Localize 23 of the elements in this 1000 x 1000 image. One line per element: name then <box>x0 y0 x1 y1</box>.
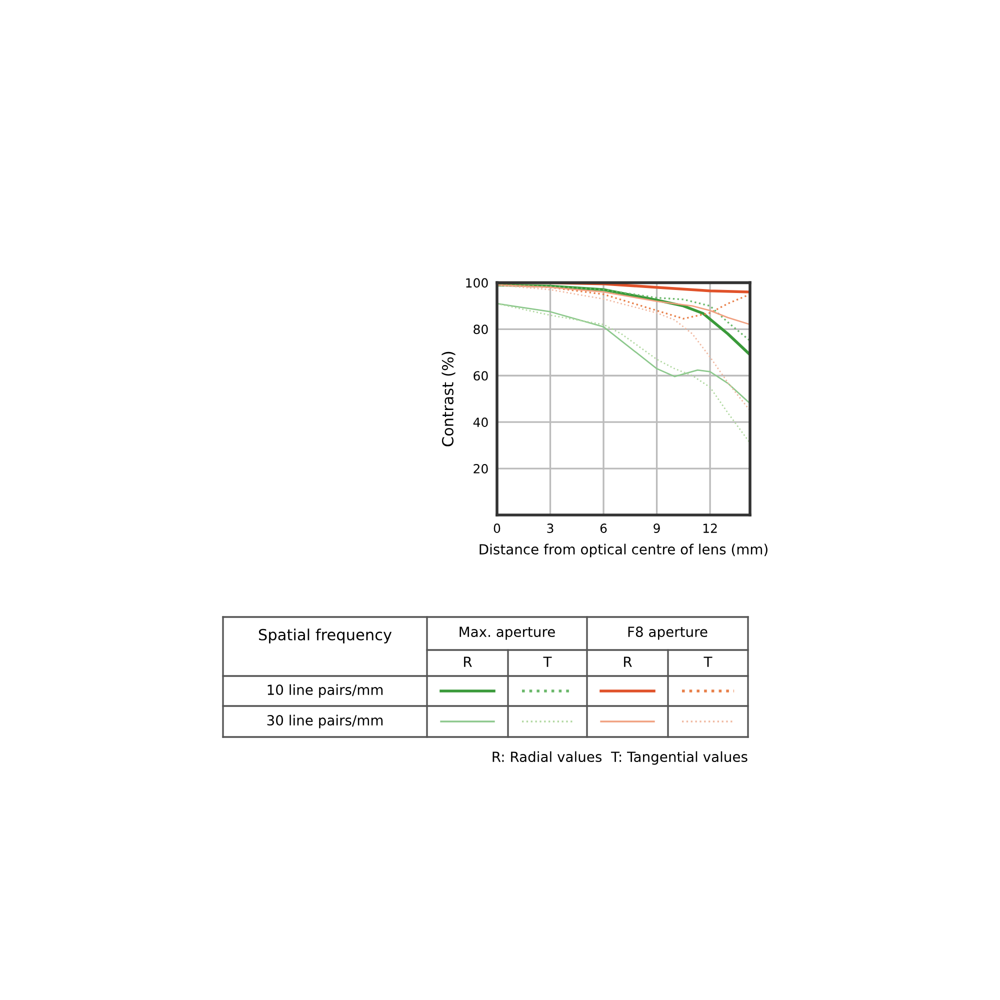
text: T <box>543 656 552 667</box>
text: F8 aperture <box>628 626 708 640</box>
line-series <box>497 302 750 404</box>
x-tick-label: 6 <box>600 524 607 534</box>
y-tick-label: 60 <box>474 371 488 381</box>
x-tick-label: 3 <box>547 524 554 534</box>
x-tick-label: 0 <box>494 524 500 534</box>
y-tick-label: 20 <box>474 464 488 474</box>
text: R: Radial values T: Tangential values <box>492 751 748 765</box>
text: R <box>624 656 632 667</box>
text: 10 line pairs/mm <box>268 684 383 698</box>
x-axis-title: Distance from optical centre of lens (mm) <box>480 544 768 558</box>
y-axis-title: Contrast (%) <box>442 352 456 446</box>
text: T <box>704 656 712 667</box>
text: Spatial frequency <box>258 628 392 644</box>
text: R <box>464 656 472 667</box>
y-tick-label: 100 <box>466 278 488 288</box>
text: 30 line pairs/mm <box>267 714 383 728</box>
text: Max. aperture <box>460 626 555 640</box>
y-tick-label: 80 <box>474 324 488 334</box>
x-tick-label: 9 <box>654 524 660 534</box>
y-tick-label: 40 <box>473 418 488 428</box>
x-tick-label: 12 <box>703 524 717 533</box>
